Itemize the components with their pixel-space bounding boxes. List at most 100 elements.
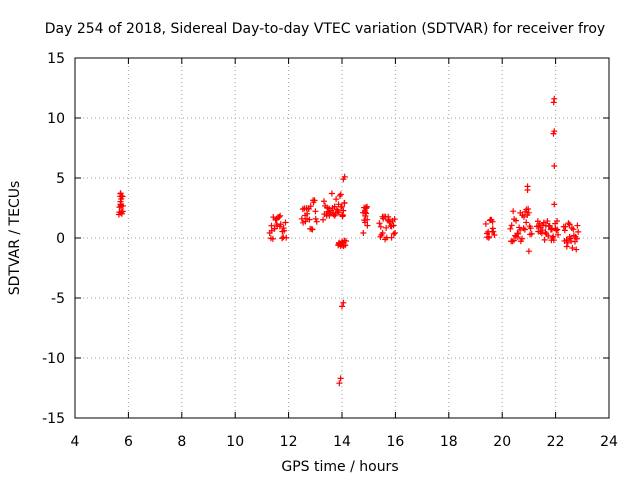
y-tick-label: -10 — [42, 351, 65, 367]
data-point — [320, 216, 327, 223]
data-point — [339, 203, 345, 210]
x-tick-label: 8 — [177, 434, 186, 450]
data-point — [561, 227, 568, 234]
data-point — [313, 218, 320, 225]
data-point — [392, 229, 399, 236]
data-point — [563, 236, 570, 243]
data-point — [335, 209, 342, 216]
data-point — [507, 225, 514, 232]
data-point — [283, 234, 290, 241]
data-point — [510, 208, 517, 215]
data-point — [118, 193, 125, 199]
data-point — [523, 219, 530, 226]
data-point — [281, 227, 288, 234]
data-points — [115, 95, 582, 387]
data-point — [364, 222, 371, 229]
data-point — [482, 220, 489, 227]
data-point — [489, 225, 496, 232]
data-point — [298, 215, 305, 222]
data-point — [312, 208, 319, 215]
data-point — [525, 209, 532, 216]
data-point — [337, 191, 344, 198]
data-point — [307, 203, 314, 210]
data-point — [312, 215, 319, 222]
data-point — [364, 216, 371, 223]
x-tick-label: 24 — [600, 434, 618, 450]
data-point — [336, 380, 343, 387]
x-tick-label: 22 — [547, 434, 565, 450]
y-axis-title: SDTVAR / TECUs — [7, 181, 23, 296]
data-point — [326, 212, 333, 219]
data-point — [304, 210, 311, 217]
data-point — [550, 237, 557, 244]
x-tick-label: 14 — [333, 434, 351, 450]
data-point — [551, 201, 558, 208]
data-point — [554, 226, 561, 233]
data-point — [553, 227, 560, 234]
data-point — [562, 223, 569, 230]
data-point — [520, 225, 527, 232]
data-point — [555, 231, 562, 238]
data-point — [341, 242, 348, 249]
data-point — [276, 214, 283, 221]
data-point — [575, 228, 582, 235]
data-point — [550, 130, 557, 137]
data-point — [527, 225, 534, 232]
data-point — [573, 246, 580, 253]
data-point — [277, 221, 284, 228]
data-point — [320, 198, 327, 205]
x-tick-label: 20 — [493, 434, 511, 450]
data-point — [360, 229, 367, 236]
data-point — [546, 222, 553, 229]
data-point — [490, 228, 497, 235]
data-point — [570, 226, 577, 233]
data-point — [340, 176, 347, 183]
data-point — [339, 303, 345, 310]
data-point — [376, 220, 383, 227]
data-point — [340, 299, 347, 306]
data-point — [391, 216, 398, 223]
data-point — [277, 212, 284, 219]
x-tick-label: 4 — [71, 434, 80, 450]
grid — [75, 58, 609, 418]
data-point — [513, 217, 520, 224]
x-tick-label: 18 — [440, 434, 458, 450]
axis-ticks: 4 6 8 10 12 14 16 18 20 22 24 15 10 5 0 -5 -10 -15 — [42, 51, 618, 450]
data-point — [491, 232, 498, 239]
data-point — [341, 199, 348, 206]
data-point — [508, 222, 515, 229]
data-point — [528, 230, 535, 237]
data-point — [541, 236, 548, 243]
data-point — [548, 226, 555, 233]
data-point — [282, 219, 289, 226]
data-point — [117, 209, 124, 216]
data-point — [519, 235, 526, 242]
data-point — [363, 210, 370, 217]
y-tick-label: 15 — [47, 51, 65, 67]
data-point — [525, 205, 532, 212]
data-point — [279, 235, 286, 242]
data-point — [337, 375, 344, 382]
data-point — [544, 218, 551, 225]
data-point — [364, 203, 371, 210]
data-point — [390, 222, 397, 229]
data-point — [339, 213, 346, 220]
x-axis-title: GPS time / hours — [281, 459, 398, 475]
data-point — [486, 233, 493, 240]
data-point — [311, 197, 318, 204]
data-point — [306, 216, 313, 223]
data-point — [563, 243, 570, 250]
data-point — [550, 99, 557, 106]
y-tick-label: 0 — [56, 231, 65, 247]
data-point — [510, 237, 517, 244]
data-point — [574, 222, 581, 229]
data-point — [573, 235, 580, 242]
data-point — [379, 229, 386, 236]
data-point — [386, 219, 393, 226]
y-tick-label: 10 — [47, 111, 65, 127]
data-point — [520, 213, 527, 220]
data-point — [332, 211, 339, 218]
data-point — [309, 226, 316, 233]
data-point — [333, 196, 340, 203]
x-tick-label: 12 — [280, 434, 298, 450]
